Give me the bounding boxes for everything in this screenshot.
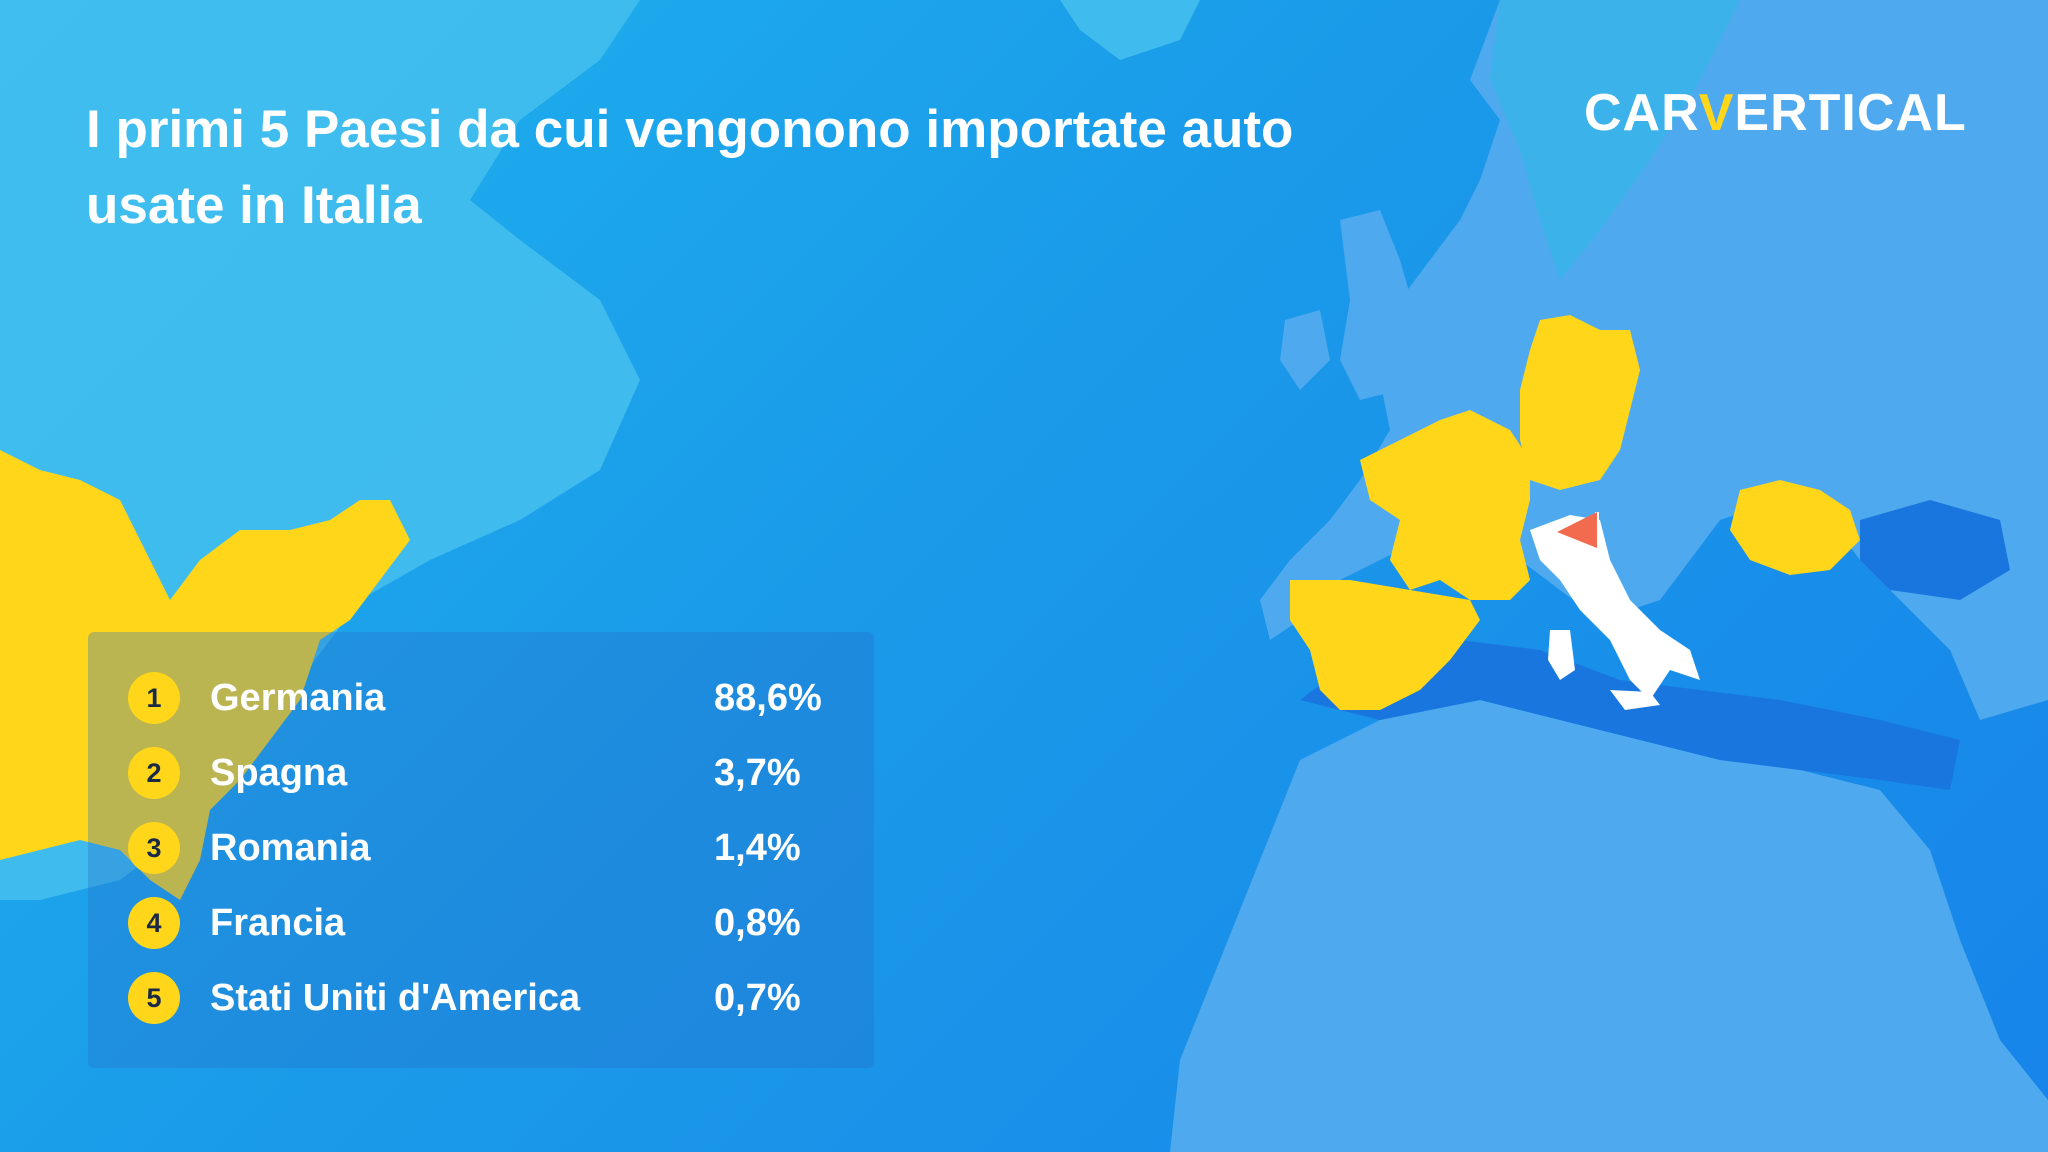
spain-highlight: [1290, 580, 1480, 710]
ranking-row-5: 5 Stati Uniti d'America 0,7%: [128, 968, 848, 1028]
ranking-row-1: 1 Germania 88,6%: [128, 668, 848, 728]
rank-badge: 4: [128, 897, 180, 949]
germany-highlight: [1520, 315, 1640, 490]
rank-value: 3,7%: [714, 752, 801, 794]
logo-part-v: V: [1698, 84, 1735, 142]
rank-country: Stati Uniti d'America: [210, 977, 581, 1019]
usa-highlight: [0, 450, 410, 900]
italy-shape: [1530, 515, 1700, 700]
rank-country: Germania: [210, 677, 386, 719]
scandinavia-land: [1490, 0, 1740, 280]
africa-land: [1170, 700, 2048, 1152]
rank-badge: 2: [128, 747, 180, 799]
rank-badge: 3: [128, 822, 180, 874]
ranking-panel: 1 Germania 88,6% 2 Spagna 3,7% 3 Romania…: [88, 632, 874, 1068]
greenland-land: [1060, 0, 1200, 60]
carvertical-logo: CARVERTICAL: [1584, 78, 1967, 148]
logo-part-ertical: ERTICAL: [1734, 84, 1967, 142]
ireland-land: [1280, 310, 1330, 390]
sardinia-shape: [1548, 630, 1575, 680]
black-sea: [1860, 500, 2010, 600]
flag-icon: [1557, 512, 1599, 568]
ranking-row-3: 3 Romania 1,4%: [128, 818, 848, 878]
mediterranean-sea: [1300, 640, 1960, 790]
page-title: I primi 5 Paesi da cui vengonono importa…: [86, 100, 1294, 235]
rank-value: 0,8%: [714, 902, 801, 944]
ranking-row-4: 4 Francia 0,8%: [128, 893, 848, 953]
rank-country: Francia: [210, 902, 346, 944]
rank-badge: 5: [128, 972, 180, 1024]
rank-value: 0,7%: [714, 977, 801, 1019]
rank-badge: 1: [128, 672, 180, 724]
romania-highlight: [1730, 480, 1860, 575]
ranking-row-2: 2 Spagna 3,7%: [128, 743, 848, 803]
logo-part-car: CAR: [1584, 84, 1699, 142]
rank-country: Romania: [210, 827, 371, 869]
uk-land: [1340, 210, 1420, 400]
rank-country: Spagna: [210, 752, 348, 794]
france-highlight: [1360, 410, 1530, 600]
rank-value: 1,4%: [714, 827, 801, 869]
sicily-shape: [1610, 690, 1660, 710]
rank-value: 88,6%: [714, 677, 822, 719]
